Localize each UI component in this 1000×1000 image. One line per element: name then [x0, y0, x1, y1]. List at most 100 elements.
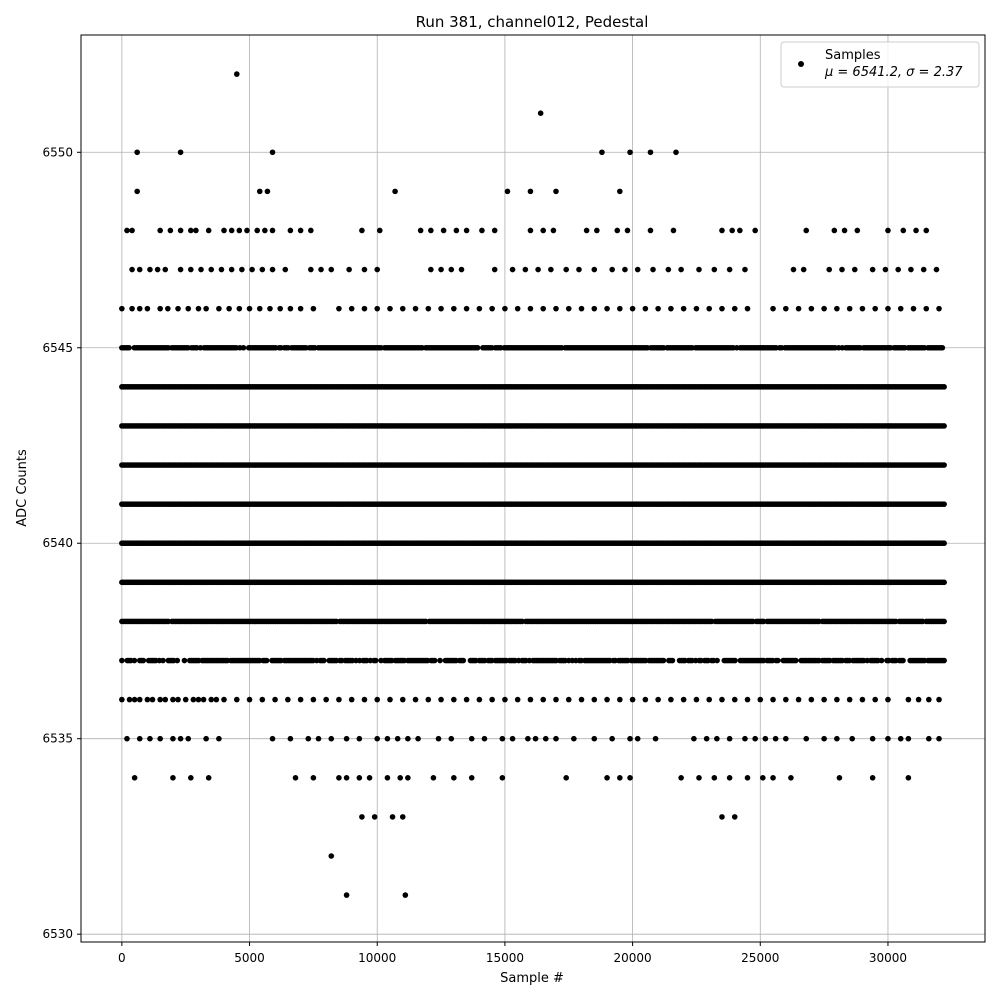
data-point [437, 657, 443, 664]
data-point [669, 657, 676, 664]
data-point [706, 305, 713, 312]
data-point [310, 696, 317, 703]
data-point [221, 227, 227, 234]
data-point [479, 227, 485, 234]
data-point [878, 657, 885, 664]
data-point [328, 853, 335, 859]
data-point [826, 266, 833, 273]
data-point [136, 696, 143, 703]
data-point [499, 775, 506, 781]
y-axis-ticks: 6530 6535 6540 6545 6550 [42, 145, 81, 941]
data-point [170, 696, 176, 703]
x-tick-label: 15000 [486, 951, 524, 965]
data-point [474, 344, 481, 351]
data-point [346, 266, 352, 273]
data-point [655, 305, 661, 312]
data-point [760, 775, 766, 781]
x-tick-label: 10000 [358, 951, 396, 965]
data-point [821, 305, 827, 312]
data-point [527, 305, 534, 312]
data-point [650, 266, 656, 273]
data-point [188, 775, 194, 781]
data-point [208, 266, 215, 273]
data-point [310, 775, 317, 781]
data-point [647, 149, 654, 156]
data-point [576, 266, 582, 273]
data-point [126, 696, 133, 703]
data-point [563, 266, 569, 273]
data-point [578, 696, 585, 703]
data-point [926, 735, 932, 742]
data-point [553, 735, 559, 742]
data-point [732, 657, 738, 664]
data-point [287, 305, 294, 312]
data-point [792, 657, 799, 664]
y-tick-label: 6550 [42, 145, 73, 159]
data-point [885, 696, 891, 703]
data-point [428, 266, 434, 273]
data-point [803, 227, 810, 234]
data-point [361, 696, 368, 703]
data-point [236, 227, 243, 234]
data-point [134, 149, 140, 156]
data-point [321, 657, 327, 664]
data-point [910, 305, 917, 312]
data-point [563, 775, 569, 781]
data-point [451, 696, 457, 703]
data-point [711, 266, 718, 273]
data-point [175, 696, 181, 703]
data-point [287, 735, 294, 742]
data-point [936, 735, 942, 742]
data-point [297, 227, 304, 234]
data-point [356, 775, 363, 781]
data-point [208, 696, 215, 703]
data-point [269, 735, 276, 742]
data-point [869, 266, 876, 273]
data-point [394, 735, 401, 742]
legend: Samples μ = 6541.2, σ = 2.37 [780, 41, 980, 88]
data-point [254, 227, 261, 234]
data-point [851, 266, 858, 273]
data-point [726, 775, 733, 781]
data-point [627, 775, 633, 781]
legend-label: Samples [825, 48, 881, 63]
data-point [356, 735, 363, 742]
data-point [900, 657, 906, 664]
legend-marker [798, 61, 804, 67]
data-point [770, 305, 776, 312]
data-point [124, 227, 130, 234]
data-point [609, 266, 615, 273]
data-point [453, 227, 460, 234]
data-point [170, 775, 176, 781]
data-point [412, 305, 419, 312]
data-point [417, 227, 424, 234]
data-point [233, 696, 240, 703]
data-point [522, 266, 529, 273]
x-tick-label: 30000 [869, 951, 907, 965]
data-point [706, 696, 713, 703]
data-point [617, 305, 623, 312]
data-point [926, 696, 932, 703]
data-point [343, 892, 350, 898]
data-point [548, 266, 554, 273]
data-point [384, 735, 391, 742]
data-point [571, 735, 577, 742]
data-point [731, 305, 738, 312]
x-axis-ticks: 0 5000 10000 15000 20000 25000 30000 [118, 942, 907, 965]
data-point [336, 775, 342, 781]
data-point [165, 305, 171, 312]
data-point [719, 696, 725, 703]
plot-area-frame [80, 34, 986, 943]
y-tick-label: 6545 [42, 341, 73, 355]
data-point [269, 149, 276, 156]
data-point [263, 657, 270, 664]
data-point [343, 735, 350, 742]
data-point [642, 305, 649, 312]
data-point [941, 423, 947, 429]
data-point [795, 696, 802, 703]
data-point [897, 735, 904, 742]
data-point [900, 227, 907, 234]
data-point [440, 227, 447, 234]
data-point [374, 735, 381, 742]
data-point [599, 149, 605, 156]
